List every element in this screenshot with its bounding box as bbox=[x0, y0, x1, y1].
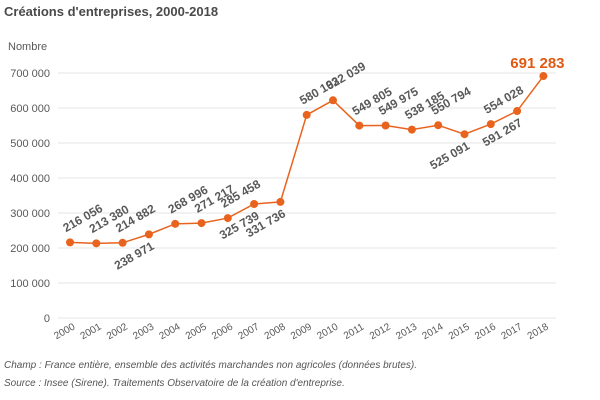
x-tick-label: 2000 bbox=[52, 321, 77, 342]
x-tick-label: 2012 bbox=[368, 321, 393, 342]
x-tick-label: 2003 bbox=[131, 321, 156, 342]
data-label: 591 267 bbox=[480, 115, 525, 149]
chart-title: Créations d'entreprises, 2000-2018 bbox=[4, 4, 219, 19]
y-tick-label: 300 000 bbox=[10, 208, 50, 220]
data-point bbox=[171, 219, 180, 228]
x-tick-label: 2006 bbox=[210, 321, 235, 342]
data-label: 622 039 bbox=[324, 59, 369, 93]
x-tick-label: 2005 bbox=[184, 321, 209, 342]
data-point bbox=[539, 72, 548, 81]
data-point bbox=[302, 110, 311, 119]
x-tick-label: 2018 bbox=[526, 321, 551, 342]
data-point bbox=[66, 238, 74, 247]
data-point bbox=[486, 120, 495, 129]
x-tick-label: 2008 bbox=[263, 321, 288, 342]
x-tick-label: 2013 bbox=[394, 321, 419, 342]
data-point bbox=[407, 125, 416, 134]
data-point bbox=[355, 121, 364, 130]
y-tick-label: 100 000 bbox=[10, 278, 50, 290]
data-point bbox=[92, 239, 101, 248]
x-tick-label: 2010 bbox=[315, 321, 340, 342]
data-point bbox=[144, 230, 153, 239]
y-tick-label: 600 000 bbox=[10, 103, 50, 115]
data-point bbox=[250, 199, 259, 208]
x-tick-label: 2016 bbox=[473, 321, 498, 342]
y-tick-label: 0 bbox=[44, 313, 50, 325]
data-point bbox=[329, 96, 337, 105]
data-point bbox=[434, 121, 443, 130]
x-tick-label: 2004 bbox=[158, 321, 183, 342]
data-label: 691 283 bbox=[510, 55, 564, 72]
x-tick-label: 2001 bbox=[79, 321, 104, 342]
note-source: Source : Insee (Sirene). Traitements Obs… bbox=[4, 378, 345, 389]
data-point bbox=[276, 197, 285, 206]
x-tick-label: 2002 bbox=[105, 321, 130, 342]
data-label: 238 971 bbox=[112, 239, 157, 273]
x-tick-label: 2014 bbox=[421, 321, 446, 342]
note-champ: Champ : France entière, ensemble des act… bbox=[4, 360, 417, 371]
x-tick-label: 2009 bbox=[289, 321, 314, 342]
y-tick-label: 700 000 bbox=[10, 68, 50, 80]
y-tick-label: 500 000 bbox=[10, 138, 50, 150]
data-point bbox=[197, 219, 206, 228]
y-axis-label: Nombre bbox=[8, 41, 47, 53]
y-tick-label: 200 000 bbox=[10, 243, 50, 255]
data-label: 525 091 bbox=[427, 139, 472, 173]
y-tick-label: 400 000 bbox=[10, 173, 50, 185]
data-label: 550 794 bbox=[429, 84, 474, 118]
x-tick-label: 2015 bbox=[447, 321, 472, 342]
data-point bbox=[513, 107, 522, 116]
line-chart: Nombre 0 100 000 200 000 300 000 400 000 500 … bbox=[8, 41, 565, 342]
data-point bbox=[118, 238, 127, 247]
x-tick-label: 2007 bbox=[236, 321, 261, 342]
x-tick-label: 2017 bbox=[499, 321, 524, 342]
data-point bbox=[223, 214, 232, 223]
data-point bbox=[381, 121, 390, 130]
data-point bbox=[460, 130, 469, 139]
x-tick-label: 2011 bbox=[342, 321, 367, 341]
